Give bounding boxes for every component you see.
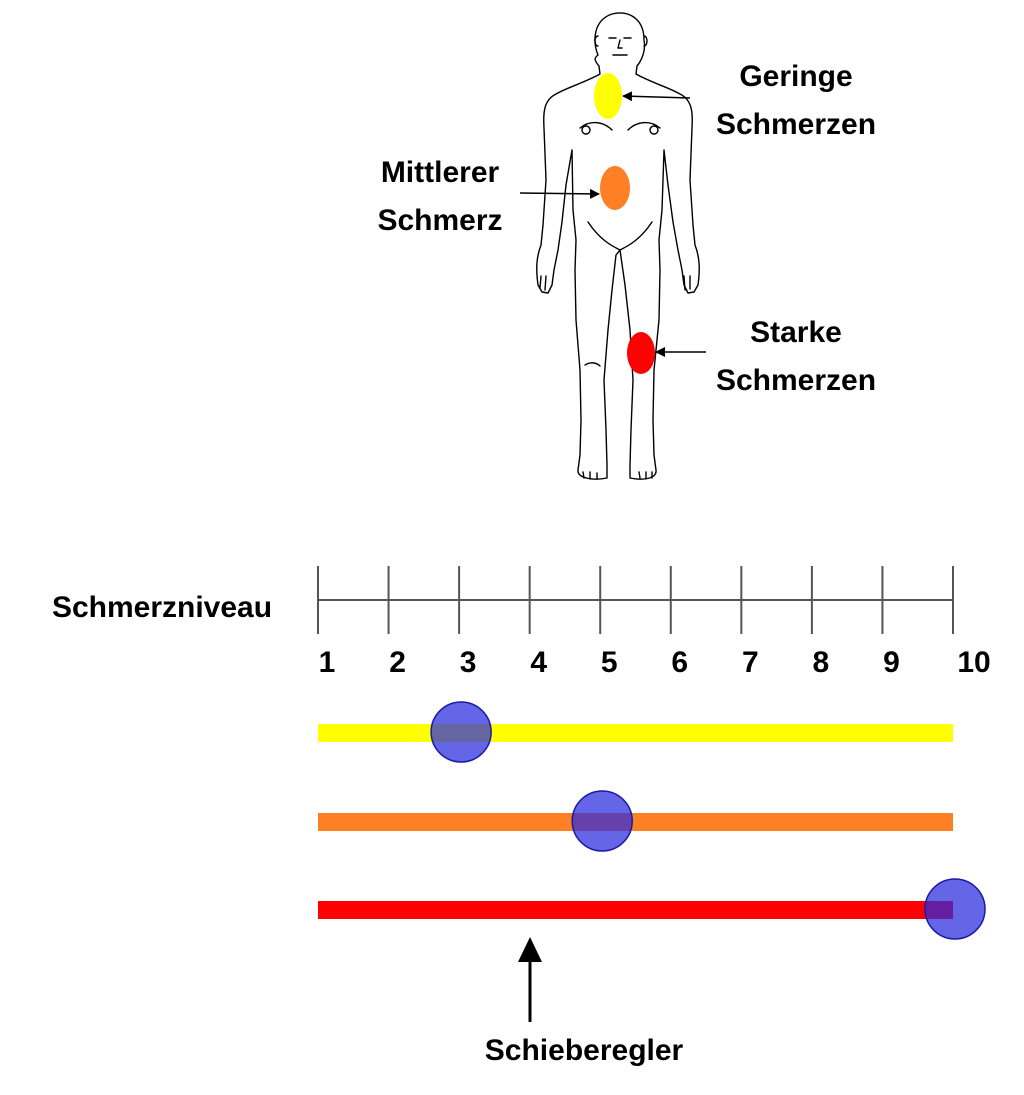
scale-ticks: 1 2 3 4 5 6 7 8 9 10 (317, 566, 991, 679)
mild-pain-region (594, 73, 622, 119)
scale-tick-label-8: 8 (813, 646, 830, 679)
moderate-label-line1: Mittlerer (381, 156, 500, 189)
mild-label-line1: Geringe (739, 60, 852, 93)
slider-callout-arrowhead (518, 937, 542, 962)
scale-tick-label-7: 7 (742, 646, 759, 679)
slider-label: Schieberegler (485, 1034, 684, 1067)
scale-tick-label-3: 3 (460, 646, 477, 679)
scale-tick-label-1: 1 (319, 646, 336, 679)
scale-tick-label-10: 10 (957, 646, 990, 679)
sliders-group (318, 701, 986, 940)
severe-label-line2: Schmerzen (716, 364, 876, 397)
scale-tick-label-6: 6 (671, 646, 688, 679)
moderate-slider-thumb[interactable] (571, 790, 633, 852)
moderate-label-line2: Schmerz (377, 204, 502, 237)
moderate-pain-region (600, 166, 630, 210)
severe-label-line1: Starke (750, 316, 842, 349)
scale-tick-label-5: 5 (601, 646, 618, 679)
scale-tick-label-4: 4 (530, 646, 547, 679)
severe-slider-thumb[interactable] (924, 878, 986, 940)
moderate-callout-arrow (519, 188, 600, 199)
scale-label: Schmerzniveau (52, 591, 272, 624)
mild-slider-thumb[interactable] (430, 701, 492, 763)
scale-tick-label-2: 2 (389, 646, 406, 679)
mild-label-line2: Schmerzen (716, 108, 876, 141)
mild-callout-arrow (622, 91, 691, 102)
scale-tick-label-9: 9 (883, 646, 900, 679)
severe-pain-region (627, 332, 655, 374)
